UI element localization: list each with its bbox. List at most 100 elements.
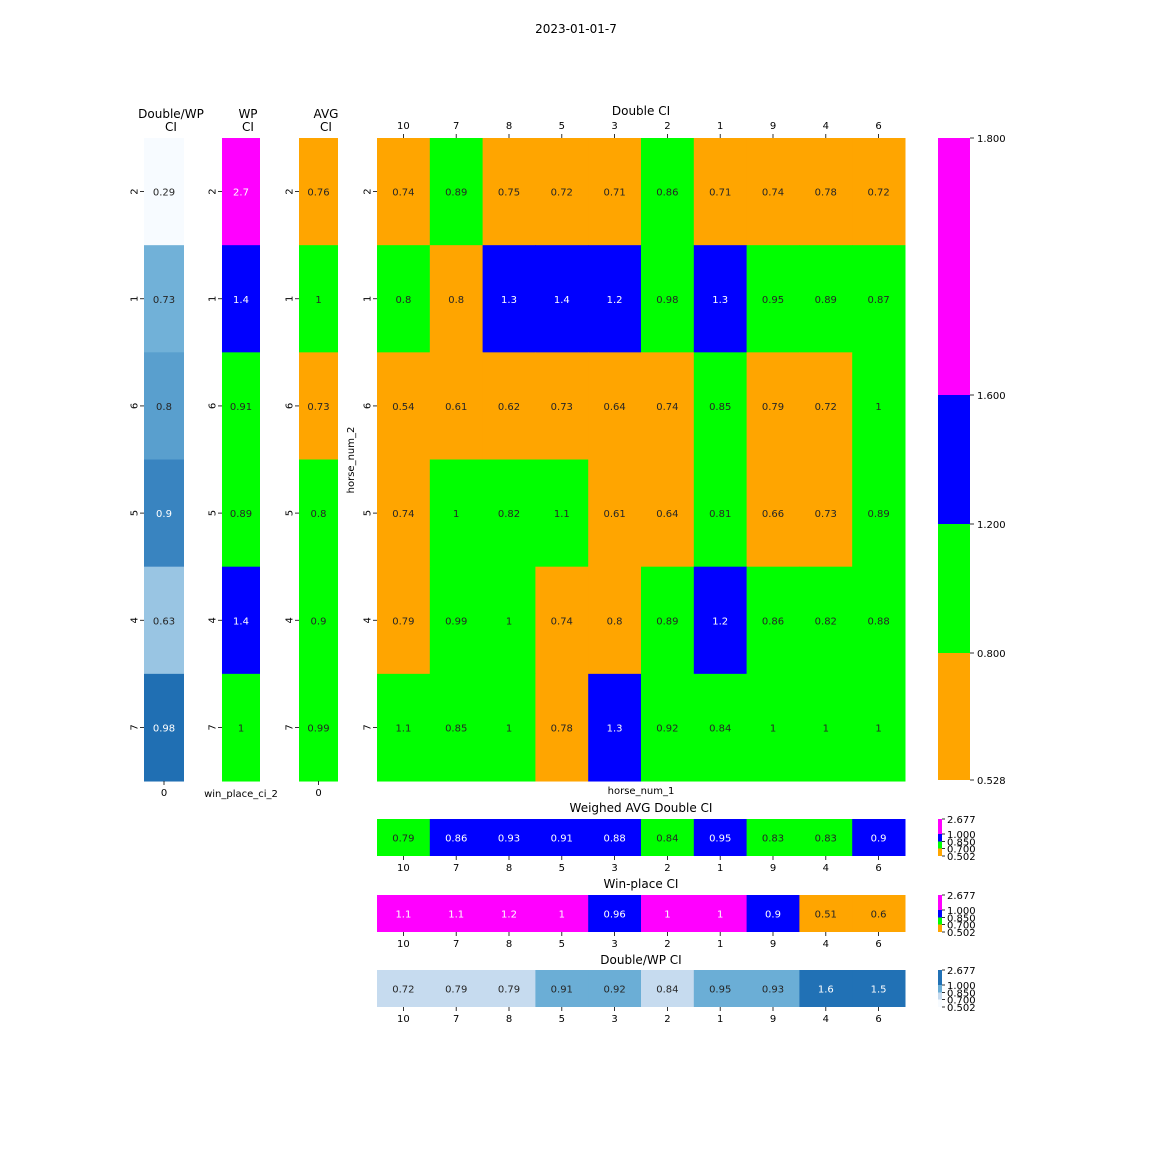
heatmap-cell <box>641 245 695 353</box>
heatmap-cell <box>222 673 260 782</box>
cell-value-label: 0.89 <box>867 509 889 520</box>
cell-value-label: 0.74 <box>762 188 784 199</box>
x-tick-label-top: 5 <box>559 121 565 132</box>
cell-value-label: 1.2 <box>712 616 728 627</box>
y-tick-label: 2 <box>208 188 219 194</box>
heatmap-cell <box>588 459 642 568</box>
cell-value-label: 1 <box>875 402 881 413</box>
heatmap-cell <box>746 566 800 675</box>
cell-value-label: 0.83 <box>815 834 837 845</box>
heatmap-cell <box>693 245 748 353</box>
y-tick-label: 5 <box>130 510 141 516</box>
cell-value-label: 0.74 <box>656 402 678 413</box>
x-tick-label-top: 10 <box>397 121 410 132</box>
heatmap-cell <box>746 245 800 353</box>
main-title: Double CI <box>612 104 670 118</box>
cell-value-label: 0.74 <box>551 616 573 627</box>
x-axis-label: horse_num_1 <box>608 786 675 797</box>
cell-value-label: 0.64 <box>656 509 678 520</box>
heatmap-cell <box>746 459 800 568</box>
strip-title: Double/WP CI <box>600 953 681 967</box>
y-tick-label: 7 <box>208 724 219 730</box>
cell-value-label: 0.73 <box>307 402 329 413</box>
y-tick-label: 7 <box>285 724 296 730</box>
cell-value-label: 0.89 <box>230 509 252 520</box>
heatmap-cell <box>377 819 431 856</box>
y-tick-label: 6 <box>285 403 296 409</box>
colorbar-segment <box>938 524 970 653</box>
panel-title: AVG <box>314 107 339 121</box>
heatmap-cell <box>535 138 589 246</box>
cell-value-label: 0.92 <box>656 723 678 734</box>
cell-value-label: 0.61 <box>603 509 625 520</box>
cell-value-label: 0.98 <box>153 723 175 734</box>
cell-value-label: 0.85 <box>709 402 731 413</box>
cell-value-label: 0.61 <box>445 402 467 413</box>
cell-value-label: 0.66 <box>762 509 784 520</box>
cell-value-label: 1.1 <box>395 910 411 921</box>
cell-value-label: 0.89 <box>445 188 467 199</box>
heatmap-cell <box>299 138 338 246</box>
x-tick-label: 5 <box>559 1014 565 1025</box>
cell-value-label: 1.1 <box>448 910 464 921</box>
cell-value-label: 0.82 <box>815 616 837 627</box>
cell-value-label: 1.4 <box>233 616 249 627</box>
heatmap-cell <box>377 459 431 568</box>
heatmap-cell <box>299 352 338 461</box>
cell-value-label: 1.3 <box>501 295 517 306</box>
colorbar-segment <box>938 653 970 780</box>
x-tick-label: 8 <box>506 1014 512 1025</box>
cell-value-label: 0.86 <box>762 616 784 627</box>
colorbar-tick-label: 1.000 <box>947 981 976 992</box>
cell-value-label: 1.4 <box>554 295 570 306</box>
heatmap-cell <box>746 352 800 461</box>
heatmap-cell <box>429 245 484 353</box>
cell-value-label: 0.95 <box>709 985 731 996</box>
heatmap-cell <box>222 352 260 461</box>
x-tick-label: 2 <box>664 939 670 950</box>
x-tick-label: 0 <box>161 788 167 799</box>
heatmap-cell <box>429 970 484 1007</box>
cell-value-label: 0.9 <box>871 834 887 845</box>
cell-value-label: 0.79 <box>498 985 520 996</box>
cell-value-label: 0.72 <box>815 402 837 413</box>
heatmap-cell <box>852 245 906 353</box>
heatmap-cell <box>693 459 748 568</box>
heatmap-cell <box>852 138 906 246</box>
heatmap-cell <box>693 970 748 1007</box>
heatmap-cell <box>641 566 695 675</box>
cell-value-label: 0.91 <box>230 402 252 413</box>
cell-value-label: 1 <box>453 509 459 520</box>
y-tick-label: 4 <box>130 617 141 623</box>
heatmap-cell <box>222 566 260 675</box>
cell-value-label: 0.91 <box>551 834 573 845</box>
cell-value-label: 0.88 <box>867 616 889 627</box>
heatmap-cell <box>588 566 642 675</box>
cell-value-label: 0.79 <box>392 834 414 845</box>
colorbar-tick-label: 0.502 <box>947 852 976 863</box>
heatmap-cell <box>746 895 800 932</box>
heatmap-cell <box>852 352 906 461</box>
x-axis-label: win_place_ci_2 <box>204 789 278 800</box>
heatmap-panels: Double/WPCI0.2920.7310.860.950.6340.9870… <box>130 104 1006 1025</box>
panel-title: CI <box>242 120 254 134</box>
heatmap-cell <box>641 138 695 246</box>
heatmap-cell <box>482 566 536 675</box>
x-tick-label-top: 2 <box>664 121 670 132</box>
cell-value-label: 0.98 <box>656 295 678 306</box>
colorbar-segment <box>938 985 942 993</box>
y-axis-label: horse_num_2 <box>346 427 357 494</box>
colorbar-tick-label: 1.000 <box>947 830 976 841</box>
y-tick-label: 2 <box>130 188 141 194</box>
heatmap-cell <box>144 138 184 246</box>
x-tick-label: 6 <box>875 863 881 874</box>
x-tick-label: 1 <box>717 939 723 950</box>
heatmap-cell <box>641 970 695 1007</box>
y-tick-label: 6 <box>363 403 374 409</box>
cell-value-label: 0.74 <box>392 509 414 520</box>
cell-value-label: 0.81 <box>709 509 731 520</box>
x-tick-label: 6 <box>875 1014 881 1025</box>
heatmap-cell <box>429 819 484 856</box>
panel-title: Double/WP <box>138 107 204 121</box>
heatmap-cell <box>641 895 695 932</box>
